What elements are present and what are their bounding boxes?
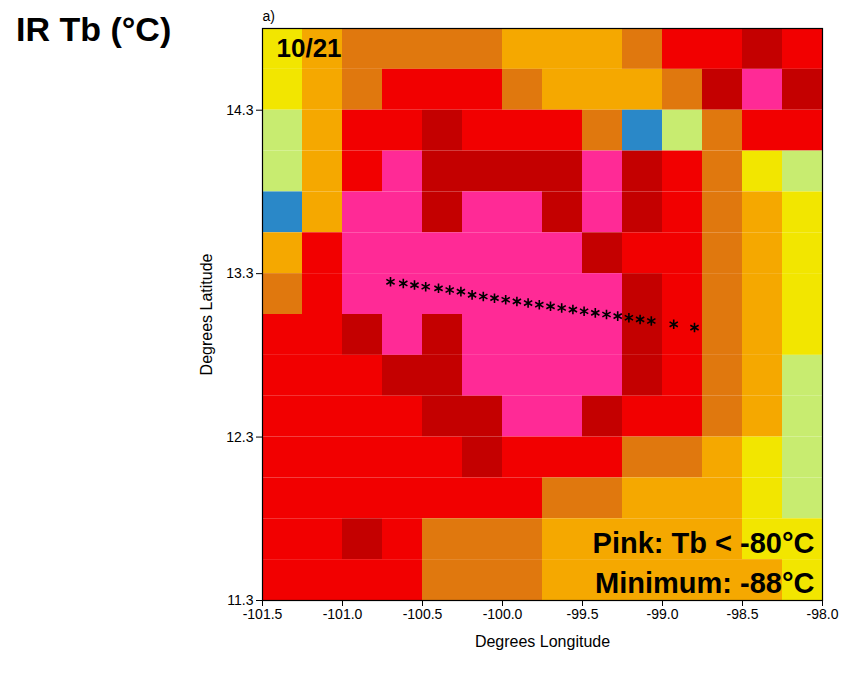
svg-text:-100.5: -100.5 <box>403 606 443 622</box>
svg-text:11.3: 11.3 <box>227 592 254 608</box>
svg-text:10/21: 10/21 <box>277 33 342 63</box>
svg-text:-99.0: -99.0 <box>647 606 679 622</box>
svg-text:-101.5: -101.5 <box>243 606 283 622</box>
svg-text:-101.0: -101.0 <box>323 606 363 622</box>
svg-text:Degrees Latitude: Degrees Latitude <box>198 253 215 375</box>
svg-text:14.3: 14.3 <box>226 102 253 118</box>
svg-text:-98.5: -98.5 <box>727 606 759 622</box>
html-text:IR Tb (°C): IR Tb (°C) <box>16 10 172 48</box>
svg-text:a): a) <box>263 8 275 24</box>
svg-text:Minimum: -88°C: Minimum: -88°C <box>595 567 814 599</box>
svg-text:12.3: 12.3 <box>226 429 253 445</box>
svg-text:Pink: Tb < -80°C: Pink: Tb < -80°C <box>593 527 815 559</box>
svg-text:Degrees Longitude: Degrees Longitude <box>475 633 610 650</box>
svg-text:-98.0: -98.0 <box>807 606 839 622</box>
svg-text:-99.5: -99.5 <box>567 606 599 622</box>
svg-text:-100.0: -100.0 <box>483 606 523 622</box>
svg-text:13.3: 13.3 <box>226 265 253 281</box>
